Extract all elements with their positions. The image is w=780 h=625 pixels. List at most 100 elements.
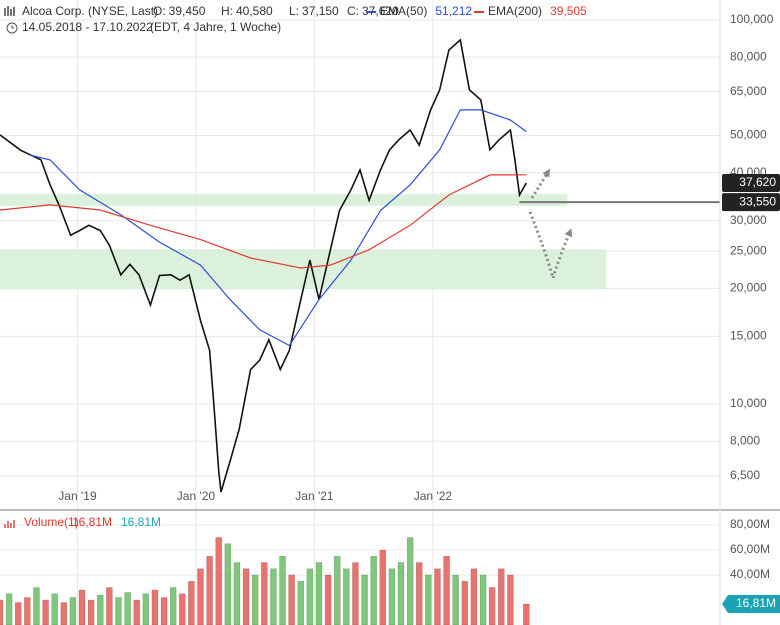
volume-bar bbox=[215, 537, 222, 625]
price-badge-label: 37,620 bbox=[739, 175, 776, 189]
volume-title: Volume(1) bbox=[24, 515, 79, 529]
y-tick-label: 25,000 bbox=[730, 243, 767, 257]
volume-bar bbox=[361, 574, 368, 625]
arrow-up bbox=[530, 168, 551, 199]
volume-bar bbox=[523, 603, 530, 625]
ohlc-item: O: 39,450 bbox=[153, 4, 206, 18]
y-tick-label: 8,000 bbox=[730, 433, 760, 447]
volume-bar bbox=[42, 599, 49, 625]
volume-bar bbox=[270, 568, 277, 625]
volume-bar bbox=[5, 593, 13, 625]
period: 14.05.2018 - 17.10.2022 bbox=[22, 20, 153, 34]
support-zone bbox=[0, 194, 568, 206]
volume-bar bbox=[233, 562, 241, 625]
ohlc-item: L: 37,150 bbox=[289, 4, 339, 18]
volume-bar bbox=[479, 574, 487, 625]
price-badge bbox=[722, 173, 780, 192]
volume-badge-label: 16,81M bbox=[736, 596, 776, 610]
volume-bar bbox=[169, 587, 177, 625]
volume-bar bbox=[470, 568, 478, 625]
volume-bar bbox=[0, 599, 4, 625]
volume-bar bbox=[242, 568, 250, 625]
volume-bar bbox=[434, 568, 441, 625]
x-tick-label: Jan '22 bbox=[414, 489, 453, 503]
x-tick-label: Jan '21 bbox=[295, 489, 334, 503]
y-tick-label: 15,000 bbox=[730, 329, 767, 343]
volume-bar bbox=[343, 568, 350, 625]
y-tick-label: 65,000 bbox=[730, 84, 767, 98]
volume-bar bbox=[251, 574, 259, 625]
volume-bar bbox=[488, 587, 496, 625]
labels: 100,00080,00065,00050,00040,00030,00025,… bbox=[22, 4, 780, 613]
ohlc-value: 37,150 bbox=[302, 4, 339, 18]
volume-bar bbox=[188, 581, 195, 625]
ohlc-name: O: bbox=[153, 4, 166, 18]
volume-bar bbox=[106, 587, 113, 625]
legend-name: EMA(50) bbox=[380, 4, 427, 18]
grid bbox=[0, 0, 720, 625]
volume-legend-value: 16,81M bbox=[72, 515, 112, 529]
volume-bar bbox=[33, 587, 40, 625]
volume-bar bbox=[288, 574, 295, 625]
volume-bar bbox=[97, 594, 104, 625]
volume-bar bbox=[297, 581, 305, 625]
ohlc-item: H: 40,580 bbox=[221, 4, 273, 18]
volume-bar bbox=[69, 597, 77, 625]
period-note: (EDT, 4 Jahre, 1 Woche) bbox=[150, 20, 281, 34]
volume-bar bbox=[224, 543, 232, 625]
ohlc-value: 37,620 bbox=[362, 4, 399, 18]
x-tick-label: Jan '19 bbox=[58, 489, 97, 503]
y-tick-label: 10,000 bbox=[730, 396, 767, 410]
volume-bar bbox=[333, 556, 341, 625]
price-line bbox=[0, 38, 527, 493]
y-tick-label: 6,500 bbox=[730, 468, 760, 482]
volume-bar bbox=[78, 589, 86, 625]
legend-entry: EMA(50) 51,212 bbox=[380, 4, 472, 18]
volume-bar bbox=[261, 562, 268, 625]
volume-bar bbox=[507, 574, 514, 625]
y-tick-label: 20,000 bbox=[730, 281, 767, 295]
volume-bar bbox=[452, 574, 459, 625]
volume-bar bbox=[397, 562, 405, 625]
volume-bar bbox=[87, 599, 95, 625]
y-tick-label: 50,000 bbox=[730, 128, 767, 142]
legend-entry: EMA(200) 39,505 bbox=[488, 4, 587, 18]
volume-bar bbox=[206, 556, 213, 625]
volume-bar bbox=[388, 568, 396, 625]
volume-bar bbox=[124, 592, 131, 625]
legend-value: 39,505 bbox=[550, 4, 587, 18]
ohlc-value: 40,580 bbox=[236, 4, 273, 18]
y-tick-label: 40,00M bbox=[730, 567, 770, 581]
volume-bar bbox=[352, 562, 359, 625]
volume-bar bbox=[306, 568, 314, 625]
volume-bar bbox=[279, 556, 286, 625]
volume-bar bbox=[24, 597, 31, 625]
ohlc-value: 39,450 bbox=[169, 4, 206, 18]
volume-legend-value: 16,81M bbox=[121, 515, 161, 529]
y-tick-label: 80,00M bbox=[730, 517, 770, 531]
arrow-down-up bbox=[528, 211, 573, 284]
volume-bar bbox=[160, 597, 168, 625]
volume-bar bbox=[379, 549, 387, 625]
price-badge-label: 33,550 bbox=[739, 194, 776, 208]
chart-title: Alcoa Corp. (NYSE, Last) bbox=[22, 4, 158, 18]
volume-bar bbox=[415, 562, 423, 625]
volume-bar bbox=[60, 602, 68, 625]
volume-bar bbox=[406, 537, 414, 625]
ohlc-name: C: bbox=[347, 4, 359, 18]
ema-line bbox=[0, 174, 527, 269]
volume-bar bbox=[133, 599, 140, 625]
volume-bar bbox=[315, 562, 323, 625]
legend-name: EMA(200) bbox=[488, 4, 542, 18]
legend-value: 51,212 bbox=[435, 4, 472, 18]
volume-bar bbox=[370, 556, 377, 625]
volume-bar bbox=[498, 568, 505, 625]
ohlc-item: C: 37,620 bbox=[347, 4, 399, 18]
volume-bar bbox=[197, 568, 204, 625]
volume-bar bbox=[443, 556, 450, 625]
volume-bar bbox=[179, 593, 186, 625]
chart-icon bbox=[4, 6, 18, 528]
volume-badge bbox=[722, 594, 780, 613]
